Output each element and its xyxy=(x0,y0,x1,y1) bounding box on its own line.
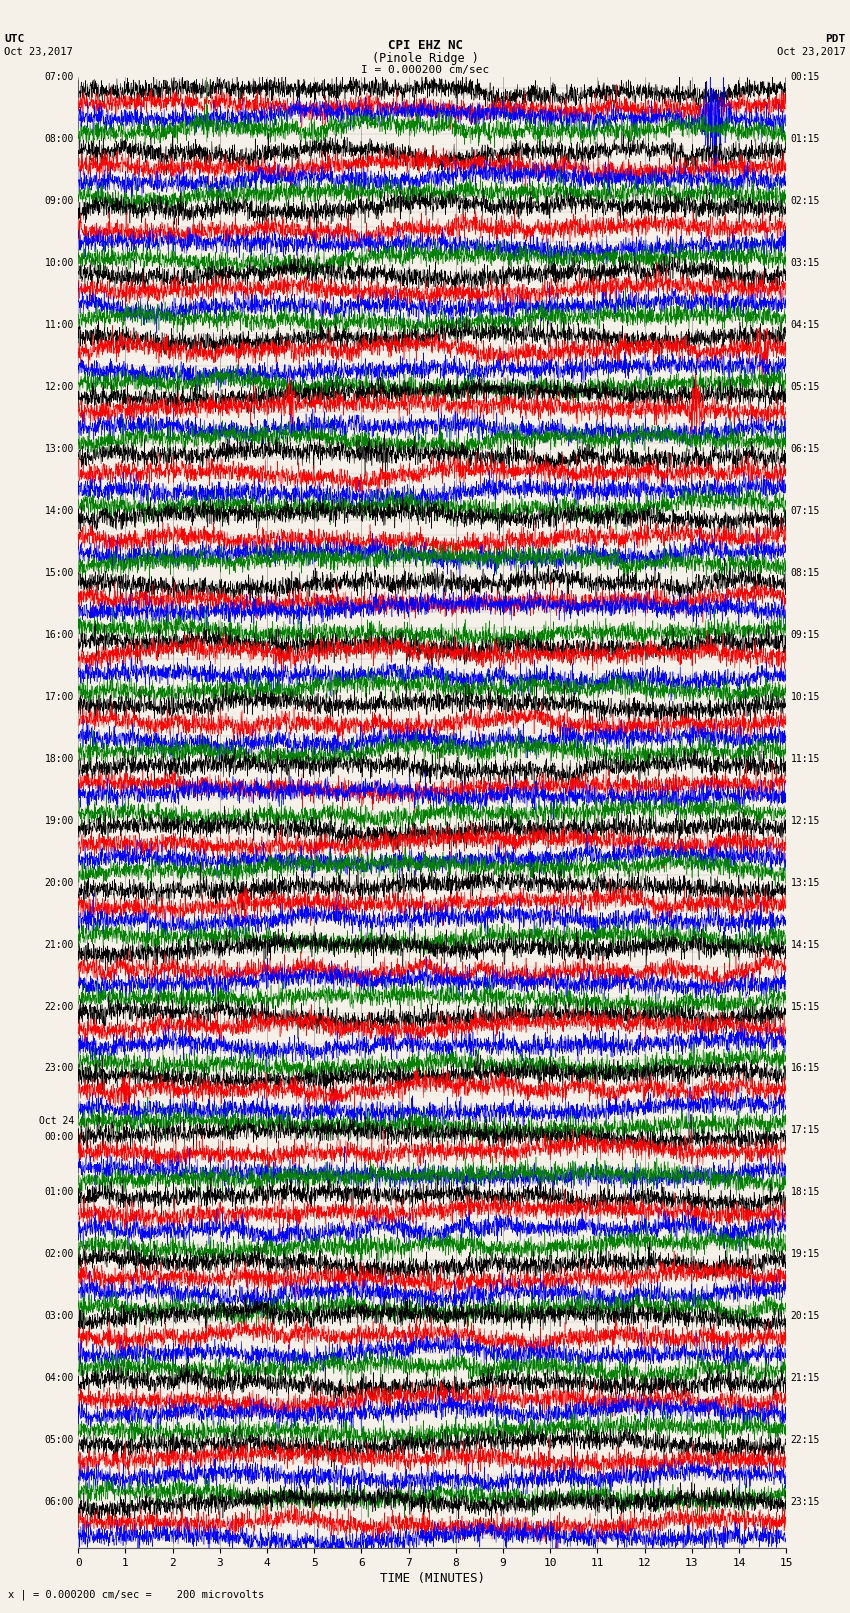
Text: 08:00: 08:00 xyxy=(44,134,74,144)
Text: 20:00: 20:00 xyxy=(44,877,74,887)
Text: PDT: PDT xyxy=(825,34,846,44)
Text: x | = 0.000200 cm/sec =    200 microvolts: x | = 0.000200 cm/sec = 200 microvolts xyxy=(8,1589,264,1600)
Text: I = 0.000200 cm/sec: I = 0.000200 cm/sec xyxy=(361,65,489,74)
Text: 15:15: 15:15 xyxy=(790,1002,820,1011)
Text: 18:15: 18:15 xyxy=(790,1187,820,1197)
Text: 19:15: 19:15 xyxy=(790,1250,820,1260)
Text: 10:15: 10:15 xyxy=(790,692,820,702)
Text: 17:15: 17:15 xyxy=(790,1126,820,1136)
Text: 09:00: 09:00 xyxy=(44,197,74,206)
Text: 05:00: 05:00 xyxy=(44,1436,74,1445)
Text: 22:15: 22:15 xyxy=(790,1436,820,1445)
Text: 03:00: 03:00 xyxy=(44,1311,74,1321)
Text: 20:15: 20:15 xyxy=(790,1311,820,1321)
Text: 22:00: 22:00 xyxy=(44,1002,74,1011)
Text: 06:15: 06:15 xyxy=(790,444,820,453)
Text: 05:15: 05:15 xyxy=(790,382,820,392)
Text: 04:15: 04:15 xyxy=(790,321,820,331)
Text: 06:00: 06:00 xyxy=(44,1497,74,1507)
Text: 07:00: 07:00 xyxy=(44,73,74,82)
Text: Oct 23,2017: Oct 23,2017 xyxy=(777,47,846,56)
Text: 12:00: 12:00 xyxy=(44,382,74,392)
Text: 18:00: 18:00 xyxy=(44,753,74,763)
Text: 13:15: 13:15 xyxy=(790,877,820,887)
Text: 09:15: 09:15 xyxy=(790,631,820,640)
Text: (Pinole Ridge ): (Pinole Ridge ) xyxy=(371,52,479,65)
Text: 19:00: 19:00 xyxy=(44,816,74,826)
Text: UTC: UTC xyxy=(4,34,25,44)
Text: 01:00: 01:00 xyxy=(44,1187,74,1197)
Text: 23:15: 23:15 xyxy=(790,1497,820,1507)
Text: 11:00: 11:00 xyxy=(44,321,74,331)
Text: 16:15: 16:15 xyxy=(790,1063,820,1073)
Text: Oct 24: Oct 24 xyxy=(39,1116,74,1126)
Text: 02:00: 02:00 xyxy=(44,1250,74,1260)
Text: 17:00: 17:00 xyxy=(44,692,74,702)
Text: Oct 23,2017: Oct 23,2017 xyxy=(4,47,73,56)
Text: 15:00: 15:00 xyxy=(44,568,74,577)
Text: 08:15: 08:15 xyxy=(790,568,820,577)
Text: 23:00: 23:00 xyxy=(44,1063,74,1073)
Text: 13:00: 13:00 xyxy=(44,444,74,453)
Text: 12:15: 12:15 xyxy=(790,816,820,826)
Text: 21:00: 21:00 xyxy=(44,940,74,950)
Text: 16:00: 16:00 xyxy=(44,631,74,640)
Text: 14:15: 14:15 xyxy=(790,940,820,950)
Text: 11:15: 11:15 xyxy=(790,753,820,763)
Text: 07:15: 07:15 xyxy=(790,506,820,516)
Text: 14:00: 14:00 xyxy=(44,506,74,516)
Text: CPI EHZ NC: CPI EHZ NC xyxy=(388,39,462,52)
Text: 21:15: 21:15 xyxy=(790,1373,820,1382)
X-axis label: TIME (MINUTES): TIME (MINUTES) xyxy=(380,1573,484,1586)
Text: 00:00: 00:00 xyxy=(44,1132,74,1142)
Text: 04:00: 04:00 xyxy=(44,1373,74,1382)
Text: 01:15: 01:15 xyxy=(790,134,820,144)
Text: 00:15: 00:15 xyxy=(790,73,820,82)
Text: 10:00: 10:00 xyxy=(44,258,74,268)
Text: 02:15: 02:15 xyxy=(790,197,820,206)
Text: 03:15: 03:15 xyxy=(790,258,820,268)
